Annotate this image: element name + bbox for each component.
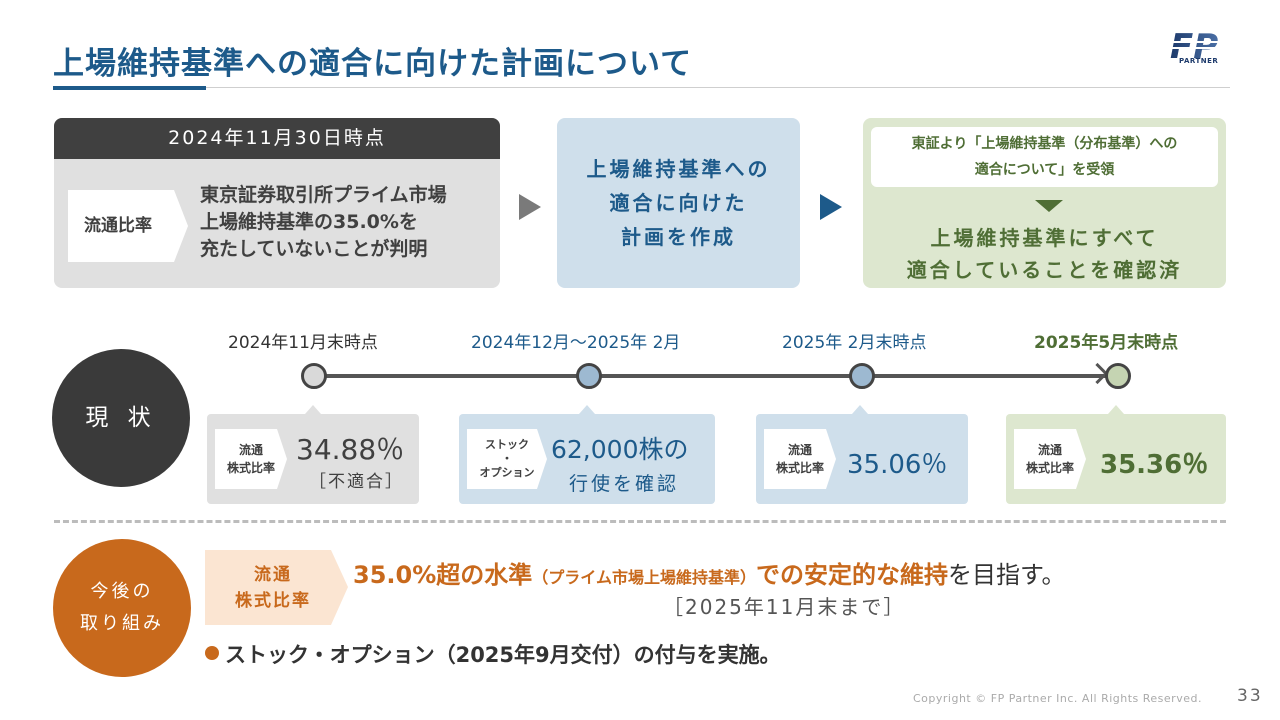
company-logo: FP PARTNER xyxy=(1165,27,1231,72)
tag-line: 流通 xyxy=(238,443,263,457)
title-accent-bar xyxy=(53,86,206,90)
status-card-2025-02: 流通株式比率 35.06％ xyxy=(756,405,968,504)
timeline-dot xyxy=(301,363,327,389)
tag-line: ・ xyxy=(501,452,513,465)
bullet-icon xyxy=(205,646,219,660)
copyright: Copyright © FP Partner Inc. All Rights R… xyxy=(913,692,1202,705)
box1-line: 充たしていないことが判明 xyxy=(200,238,428,260)
tse-notice: 東証より「上場維持基準（分布基準）への 適合について」を受領 xyxy=(871,127,1218,187)
notice-line: 東証より「上場維持基準（分布基準）への xyxy=(911,136,1178,152)
box1-tag: 流通比率 xyxy=(68,190,188,262)
logo-subtext: PARTNER xyxy=(1179,57,1219,65)
box1-description: 東京証券取引所プライム市場 上場維持基準の35.0%を 充たしていないことが判明 xyxy=(200,182,447,263)
box1-tag-label: 流通比率 xyxy=(84,216,152,236)
box3-line: 適合していることを確認済 xyxy=(906,258,1183,282)
tag-line: 株式比率 xyxy=(226,461,275,475)
card-value: 35.06％ xyxy=(847,450,948,480)
card-tag: 流通 株式比率 xyxy=(215,429,287,489)
status-box-2024-11-30: 2024年11月30日時点 流通比率 東京証券取引所プライム市場 上場維持基準の… xyxy=(54,118,500,288)
card-tag: 流通 株式比率 xyxy=(764,429,836,489)
timeline-date: 2025年5月末時点 xyxy=(1034,333,1179,353)
title-divider xyxy=(53,87,1230,88)
box3-conclusion: 上場維持基準にすべて 適合していることを確認済 xyxy=(863,222,1226,286)
card-value: 62,000株の xyxy=(551,435,689,464)
future-initiatives-badge: 今後の 取り組み xyxy=(53,539,191,677)
tag-line: 流通 xyxy=(787,443,812,457)
section-divider xyxy=(54,520,1226,523)
card-value: 35.36％ xyxy=(1100,450,1209,480)
timeline-date: 2025年 2月末時点 xyxy=(782,333,927,353)
timeline-date: 2024年12月～2025年 2月 xyxy=(471,333,681,353)
goal-highlight: 35.0%超の水準 xyxy=(353,561,533,589)
page-title: 上場維持基準への適合に向けた計画について xyxy=(53,46,693,82)
flow-arrow-right-icon xyxy=(820,194,842,220)
card-tag: ストック・オプション xyxy=(467,429,547,489)
card-tag: 流通 株式比率 xyxy=(1014,429,1086,489)
tag-line: 株式比率 xyxy=(235,590,311,611)
goal-note: （プライム市場上場維持基準） xyxy=(532,568,756,587)
goal-deadline: ［2025年11月末まで］ xyxy=(663,595,906,619)
future-tag: 流通 株式比率 xyxy=(205,550,348,625)
tag-line: ストック xyxy=(485,438,529,451)
bullet-text: ストック・オプション（2025年9月交付）の付与を実施。 xyxy=(225,643,781,667)
status-card-stock-option: ストック・オプション 62,000株の 行使を確認 xyxy=(459,405,715,504)
notice-line: 適合について」を受領 xyxy=(974,162,1115,178)
tag-line: オプション xyxy=(479,466,535,479)
timeline-date: 2024年11月末時点 xyxy=(228,333,378,353)
flow-arrow-right-icon xyxy=(519,194,541,220)
tag-line: 流通 xyxy=(254,564,292,585)
card-subvalue: ［不適合］ xyxy=(309,472,404,492)
badge-line: 今後の xyxy=(90,581,154,602)
plan-box: 上場維持基準への 適合に向けた 計画を作成 xyxy=(557,118,800,288)
goal-tail: を目指す。 xyxy=(947,561,1066,589)
page-number: 33 xyxy=(1237,686,1263,706)
box3-line: 上場維持基準にすべて xyxy=(930,226,1159,250)
box1-line: 東京証券取引所プライム市場 xyxy=(200,184,447,206)
card-subvalue: 行使を確認 xyxy=(569,473,680,495)
status-card-2024-11: 流通株式比率 34.88％ ［不適合］ xyxy=(207,405,419,504)
box2-line: 適合に向けた xyxy=(609,191,748,215)
box1-header: 2024年11月30日時点 xyxy=(54,118,500,159)
tag-line: 株式比率 xyxy=(775,461,824,475)
timeline-line xyxy=(313,374,1108,378)
box2-line: 上場維持基準への xyxy=(586,157,771,181)
status-card-2025-05: 流通株式比率 35.36％ xyxy=(1006,405,1226,504)
future-goal: 35.0%超の水準（プライム市場上場維持基準）での安定的な維持を目指す。 xyxy=(353,555,1066,590)
card-value: 34.88％ xyxy=(296,433,405,466)
timeline-dot xyxy=(849,363,875,389)
timeline-dot xyxy=(1105,363,1131,389)
fp-logo-icon: FP xyxy=(1167,27,1227,67)
box2-line: 計画を作成 xyxy=(621,225,736,249)
goal-highlight: での安定的な維持 xyxy=(755,561,948,589)
tag-line: 流通 xyxy=(1037,443,1062,457)
badge-line: 取り組み xyxy=(80,613,164,634)
confirmation-box: 東証より「上場維持基準（分布基準）への 適合について」を受領 上場維持基準にすべ… xyxy=(863,118,1226,288)
timeline-dot xyxy=(576,363,602,389)
down-arrow-icon xyxy=(1035,200,1063,212)
tag-line: 株式比率 xyxy=(1025,461,1074,475)
box1-line: 上場維持基準の35.0%を xyxy=(200,211,418,233)
current-status-badge: 現 状 xyxy=(52,349,190,487)
